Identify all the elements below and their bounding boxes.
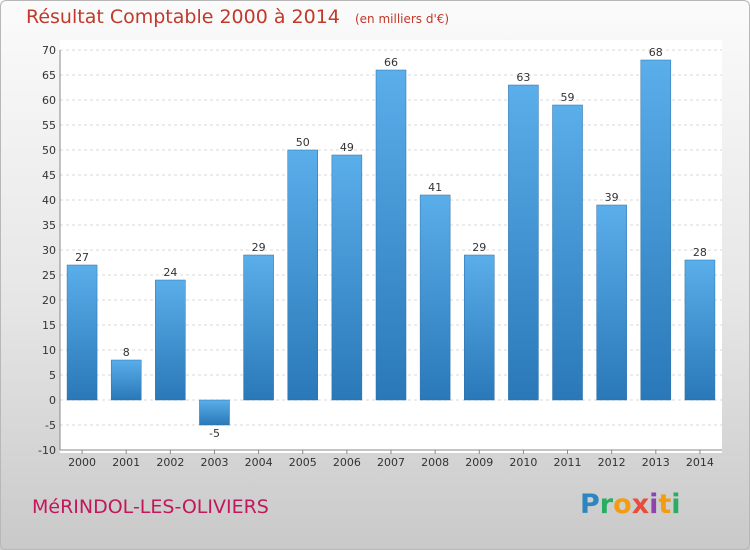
x-tick-label: 2013 — [642, 456, 670, 469]
x-tick-label: 2003 — [200, 456, 228, 469]
x-axis: 2000 2001 2002 2003 2004 2005 2006 2007 2008 2009… — [68, 450, 714, 469]
bar-2001 — [110, 359, 142, 401]
bar-2013 — [640, 59, 672, 401]
bar-2007 — [375, 69, 407, 401]
x-tick-label: 2009 — [465, 456, 493, 469]
bar-2002 — [155, 279, 186, 401]
data-label-2008: 41 — [428, 181, 442, 194]
y-tick-label: 25 — [42, 269, 56, 282]
data-label-2010: 63 — [516, 71, 530, 84]
chart-title: Résultat Comptable 2000 à 2014 — [26, 6, 340, 28]
data-label-2012: 39 — [605, 191, 619, 204]
x-tick-label: 2014 — [686, 456, 714, 469]
bar-2010 — [508, 84, 539, 401]
y-tick-label: -5 — [45, 419, 56, 432]
x-tick-label: 2007 — [377, 456, 405, 469]
title-row: Résultat Comptable 2000 à 2014 (en milli… — [26, 6, 449, 28]
y-tick-label: 70 — [42, 44, 56, 57]
y-tick-label: 45 — [42, 169, 56, 182]
x-tick-label: 2002 — [156, 456, 184, 469]
bar-2012 — [596, 204, 627, 401]
logo-letter: x — [631, 489, 650, 520]
data-label-2013: 68 — [649, 46, 663, 59]
bar-2006 — [331, 154, 363, 401]
y-tick-label: 50 — [42, 144, 56, 157]
bar-2000 — [66, 264, 98, 401]
data-label-2006: 49 — [340, 141, 354, 154]
y-tick-label: -10 — [38, 444, 56, 457]
data-label-2003: -5 — [209, 427, 220, 440]
y-tick-label: 65 — [42, 69, 56, 82]
data-label-2002: 24 — [163, 266, 177, 279]
x-tick-label: 2000 — [68, 456, 96, 469]
data-labels: 27 8 24 -5 29 50 49 66 41 29 63 59 39 68 28 — [75, 46, 707, 440]
y-tick-label: 55 — [42, 119, 56, 132]
data-label-2009: 29 — [472, 241, 486, 254]
bar-2009 — [464, 254, 495, 401]
x-tick-label: 2010 — [509, 456, 537, 469]
data-label-2014: 28 — [693, 246, 707, 259]
logo-letter: r — [599, 489, 614, 520]
logo-letter: i — [649, 489, 659, 520]
logo-letter: P — [580, 489, 600, 520]
bar-2003 — [199, 399, 230, 426]
x-tick-label: 2011 — [554, 456, 582, 469]
data-label-2004: 29 — [252, 241, 266, 254]
y-tick-label: 0 — [49, 394, 56, 407]
x-tick-label: 2001 — [112, 456, 140, 469]
x-tick-label: 2005 — [289, 456, 317, 469]
bar-2008 — [419, 194, 451, 401]
y-tick-label: 60 — [42, 94, 56, 107]
data-label-2007: 66 — [384, 56, 398, 69]
logo-letter: t — [658, 489, 672, 520]
data-label-2001: 8 — [123, 346, 130, 359]
y-tick-label: 20 — [42, 294, 56, 307]
bars — [66, 59, 716, 426]
data-label-2005: 50 — [296, 136, 310, 149]
bar-2005 — [287, 149, 318, 401]
commune-name: MéRINDOL-LES-OLIVIERS — [32, 496, 269, 518]
bar-2011 — [552, 104, 583, 401]
x-tick-label: 2008 — [421, 456, 449, 469]
data-label-2000: 27 — [75, 251, 89, 264]
logo-letter: o — [613, 489, 632, 520]
chart-subtitle: (en milliers d'€) — [354, 12, 450, 26]
y-tick-label: 35 — [42, 219, 56, 232]
bar-2014 — [684, 259, 716, 401]
logo-letter: i — [671, 489, 681, 520]
x-tick-label: 2006 — [333, 456, 361, 469]
bar-2004 — [243, 254, 274, 401]
y-tick-label: 30 — [42, 244, 56, 257]
proxiti-logo: Proxiti — [580, 489, 681, 520]
data-label-2011: 59 — [561, 91, 575, 104]
x-tick-label: 2012 — [598, 456, 626, 469]
x-tick-label: 2004 — [245, 456, 273, 469]
y-tick-label: 15 — [42, 319, 56, 332]
y-tick-label: 10 — [42, 344, 56, 357]
y-tick-label: 5 — [49, 369, 56, 382]
y-tick-label: 40 — [42, 194, 56, 207]
